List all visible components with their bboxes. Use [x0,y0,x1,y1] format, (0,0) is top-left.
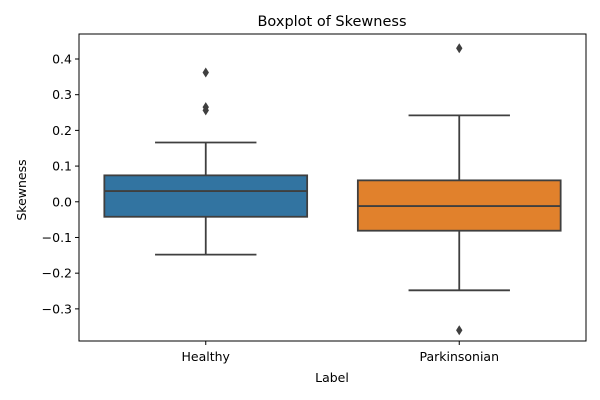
y-tick-label: 0.4 [52,51,72,66]
outlier-point [202,105,209,116]
axes-frame [78,33,587,342]
y-tick-label: −0.1 [42,230,72,245]
outlier-point [456,325,463,336]
iqr-box [103,174,309,218]
y-tick-label: 0.1 [52,159,72,174]
x-tick-label: Parkinsonian [419,349,499,364]
y-tick-label: 0.2 [52,123,72,138]
y-tick-label: −0.3 [42,301,72,316]
y-tick-label: 0.3 [52,87,72,102]
y-tick-label: 0.0 [52,194,72,209]
y-axis-label: Skewness [14,159,29,220]
outlier-point [456,43,463,54]
chart-title: Boxplot of Skewness [257,14,406,30]
x-axis-label: Label [315,370,349,385]
plot-area: −0.3 −0.2 −0.1 0.0 0.1 0.2 0.3 0.4 Healthy Parkin… [42,33,587,364]
outlier-point [202,67,209,78]
x-tick-label: Healthy [182,349,231,364]
y-tick-label: −0.2 [42,266,72,281]
box-group-healthy [103,67,309,256]
box-group-parkinsonian [356,43,562,336]
